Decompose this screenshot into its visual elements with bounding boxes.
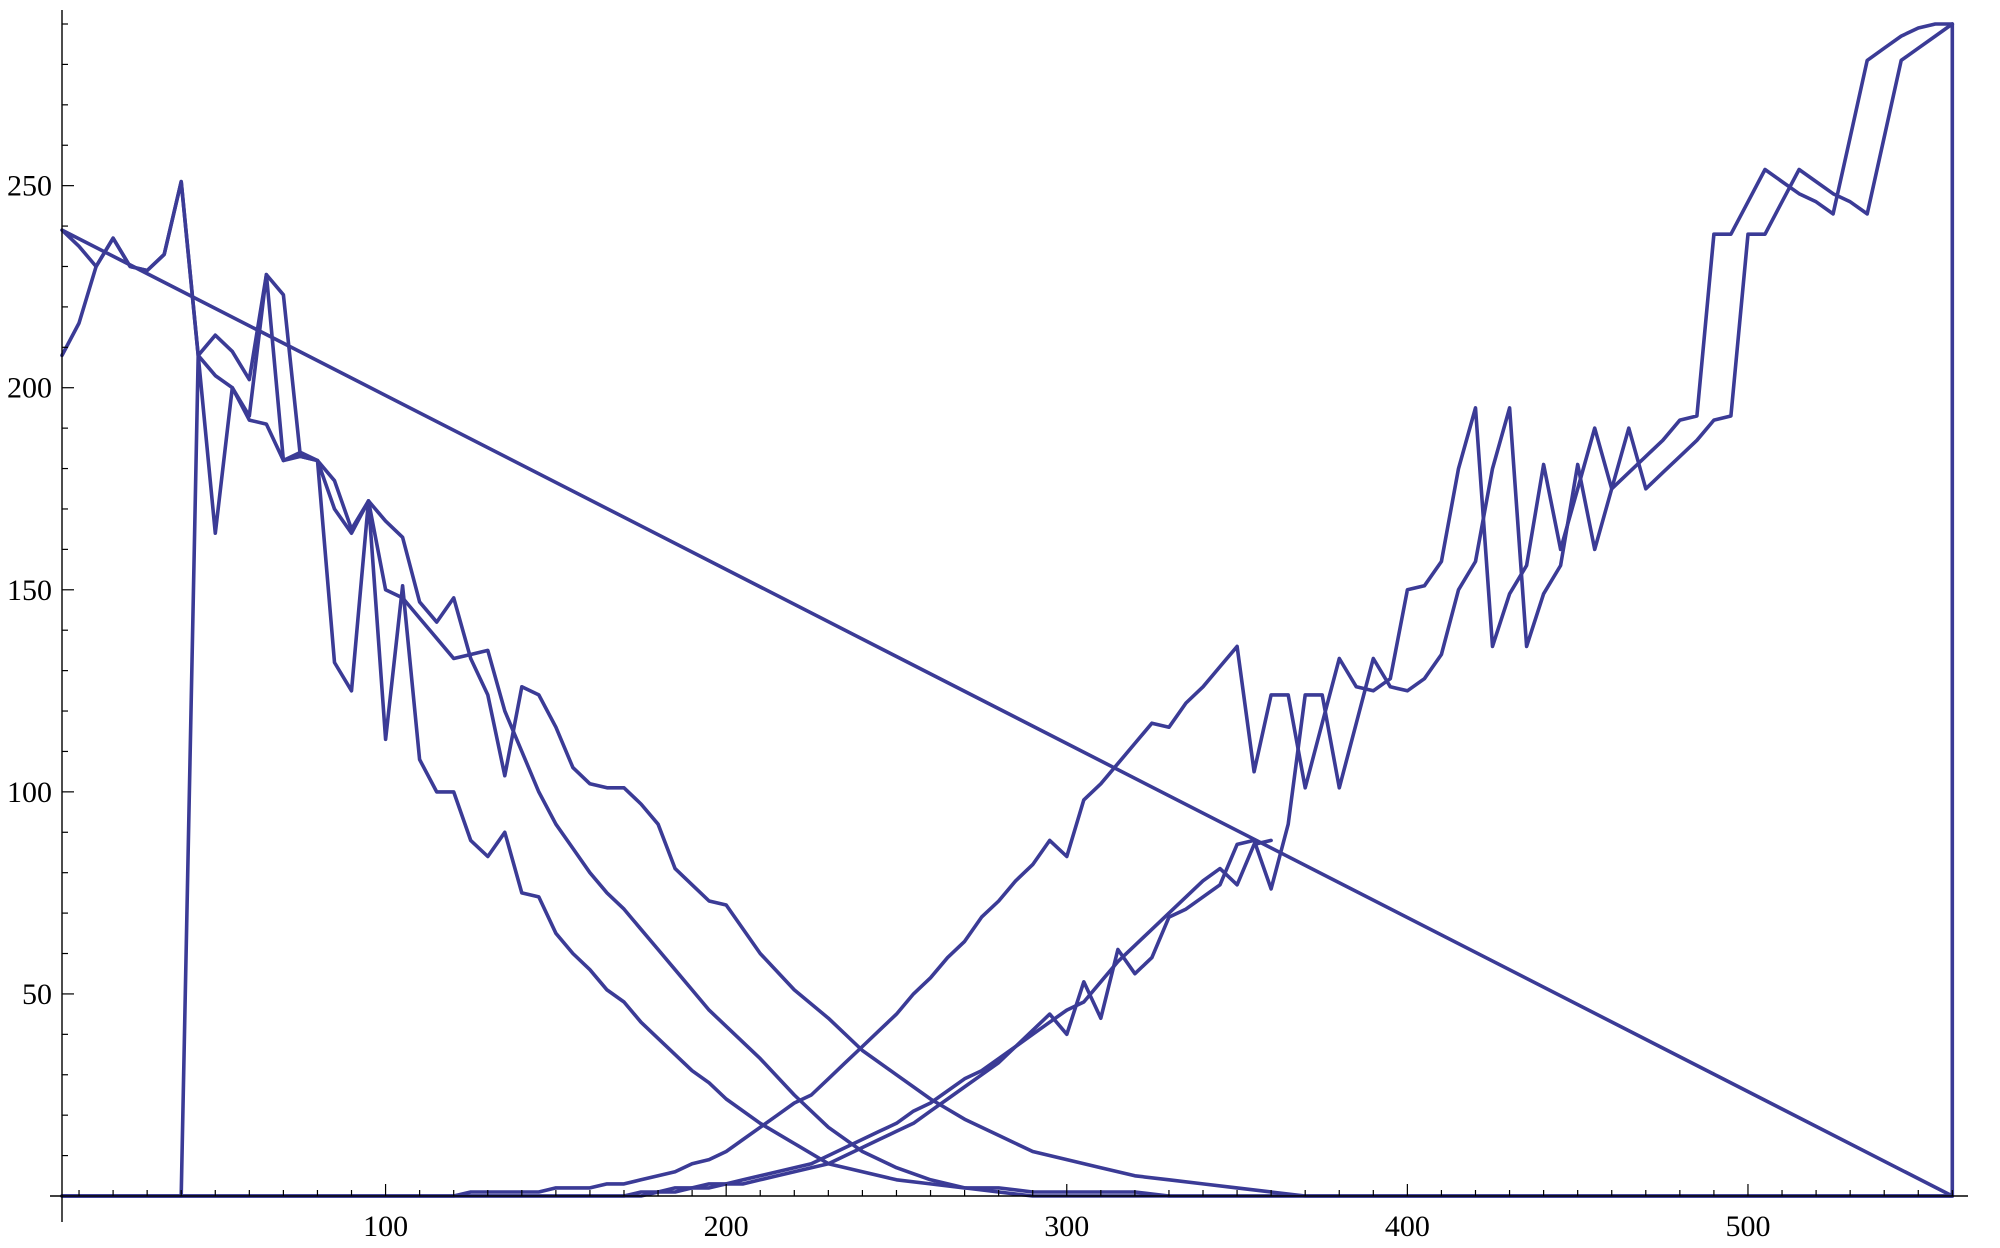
x-tick-label: 500: [1725, 1210, 1770, 1243]
y-tick-label: 150: [7, 574, 52, 607]
ticks-layer: 100 200 300 400 500 50 100 150 200 250: [7, 23, 1953, 1243]
x-tick-label: 300: [1044, 1210, 1089, 1243]
series-layer: [60, 22, 1955, 1198]
series-line-5: [60, 22, 1955, 1198]
x-tick-label: 200: [704, 1210, 749, 1243]
y-tick-label: 100: [7, 776, 52, 809]
x-tick-label: 100: [363, 1210, 408, 1243]
series-line-2: [60, 179, 1955, 1198]
series-line-4: [60, 22, 1955, 1198]
series-line-1: [60, 22, 1955, 1198]
axes-layer: [50, 10, 1968, 1222]
y-tick-label: 50: [22, 978, 52, 1011]
y-tick-label: 200: [7, 372, 52, 405]
series-line-6: [60, 838, 1273, 1198]
x-tick-label: 400: [1385, 1210, 1430, 1243]
series-line-3: [60, 272, 1955, 1198]
y-tick-label: 250: [7, 170, 52, 203]
